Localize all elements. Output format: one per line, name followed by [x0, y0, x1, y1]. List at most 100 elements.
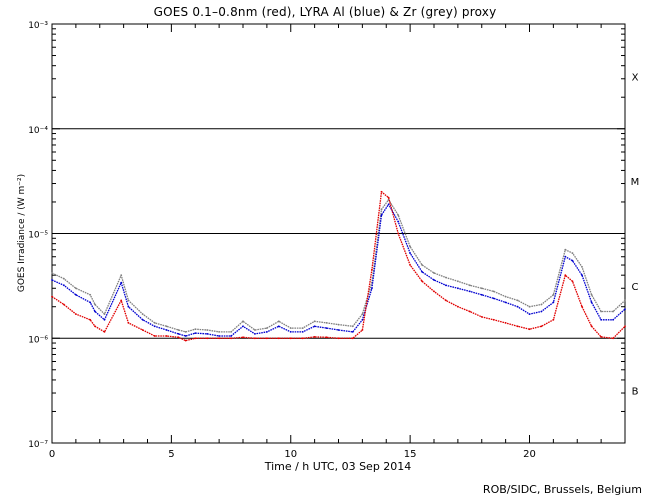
data-point [141, 318, 144, 321]
data-point [254, 333, 256, 335]
x-tick-label: 5 [168, 449, 174, 460]
data-point [177, 329, 180, 331]
y-tick-label: 10⁻⁵ [28, 231, 48, 241]
series-line [51, 191, 626, 342]
data-point [624, 325, 626, 328]
data-point [540, 325, 543, 328]
data-point [242, 320, 244, 323]
data-point [277, 325, 280, 328]
data-point [504, 295, 507, 298]
data-point [624, 308, 626, 310]
data-point [103, 318, 106, 321]
y-tick-label: 10⁻³ [28, 21, 48, 31]
y-tick-label: 10⁻⁶ [28, 335, 48, 345]
data-point [433, 272, 435, 274]
credit-text: ROB/SIDC, Brussels, Belgium [482, 483, 642, 496]
data-point [421, 264, 423, 266]
data-point [89, 301, 92, 304]
data-point [445, 299, 447, 302]
data-point [516, 305, 519, 308]
data-point [552, 293, 555, 296]
data-point [504, 322, 507, 324]
data-point [89, 293, 92, 296]
data-point [254, 329, 256, 331]
data-point [528, 305, 531, 308]
data-point [94, 325, 96, 328]
data-point [361, 318, 364, 321]
data-point [445, 276, 447, 279]
data-point [468, 310, 471, 313]
data-point [516, 299, 519, 302]
data-point [289, 327, 292, 329]
data-point [564, 274, 567, 277]
data-point [266, 331, 268, 333]
data-point [516, 325, 519, 328]
data-point [380, 214, 383, 217]
data-point [242, 336, 244, 339]
data-point [313, 336, 316, 338]
data-point [433, 279, 435, 281]
data-point [127, 322, 130, 324]
data-point [361, 313, 364, 315]
data-point [206, 329, 209, 331]
data-point [528, 313, 531, 315]
x-tick-label: 15 [404, 449, 417, 460]
data-point [254, 337, 256, 340]
data-point [127, 299, 130, 302]
data-point [141, 329, 144, 331]
data-point [325, 336, 328, 339]
chart-title: GOES 0.1–0.8nm (red), LYRA Al (blue) & Z… [153, 5, 497, 19]
data-point [581, 305, 583, 308]
data-point [165, 325, 168, 328]
data-point [301, 337, 304, 340]
data-point [301, 331, 304, 333]
data-point [177, 333, 180, 335]
data-point [540, 303, 543, 306]
data-point [612, 318, 614, 321]
data-point [397, 214, 400, 217]
data-point [612, 310, 614, 313]
data-point [480, 293, 483, 296]
data-point [624, 299, 626, 302]
data-point [564, 248, 567, 251]
flare-class-label: X [632, 72, 639, 83]
data-point [165, 329, 168, 331]
data-point [94, 303, 96, 306]
data-point [397, 232, 400, 235]
data-point [89, 318, 92, 321]
data-point [528, 328, 531, 331]
data-point [600, 310, 602, 313]
data-point [468, 284, 471, 287]
x-tick-label: 20 [523, 449, 536, 460]
flare-class-label: B [632, 387, 639, 398]
data-point [120, 299, 123, 302]
data-point [480, 287, 483, 290]
data-point [277, 337, 280, 340]
flare-class-label: C [632, 282, 639, 293]
data-point [313, 325, 316, 328]
data-point [387, 203, 390, 206]
data-point [600, 336, 602, 338]
data-point [421, 280, 423, 283]
data-point [480, 316, 483, 318]
data-point [351, 331, 354, 333]
data-point [177, 336, 180, 339]
data-point [581, 266, 583, 268]
data-point [51, 272, 53, 274]
data-point [457, 280, 459, 283]
data-point [380, 208, 383, 211]
data-point [600, 318, 602, 321]
data-point [337, 337, 340, 340]
data-point [153, 325, 156, 328]
data-point [103, 313, 106, 315]
data-point [230, 331, 233, 333]
data-point [571, 259, 574, 262]
data-point [266, 327, 268, 329]
data-point [409, 264, 411, 266]
data-point [127, 305, 130, 308]
data-point [242, 325, 244, 328]
y-tick-label: 10⁻⁴ [28, 126, 48, 136]
flare-class-label: M [631, 177, 640, 188]
data-point [590, 293, 593, 296]
